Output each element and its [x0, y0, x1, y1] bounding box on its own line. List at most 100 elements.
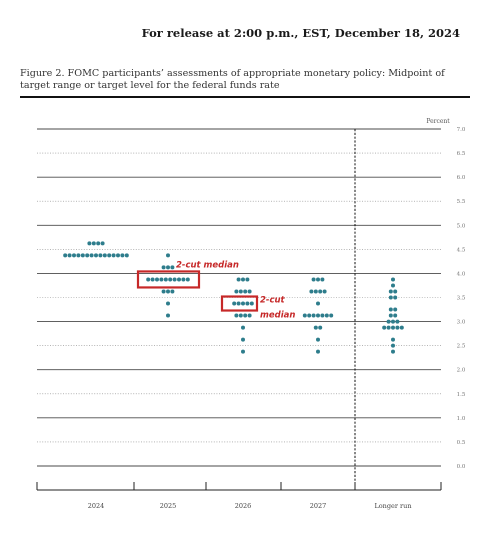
dot: [87, 241, 92, 246]
dot: [391, 319, 395, 324]
dot: [159, 277, 164, 282]
title-rule: [20, 96, 470, 98]
dot: [241, 325, 245, 330]
dot: [313, 289, 318, 294]
y-tick-label: 2.5: [457, 344, 466, 350]
y-tick-label: 1.0: [457, 416, 466, 422]
dot: [243, 289, 248, 294]
dot: [170, 265, 175, 270]
dot: [241, 349, 245, 354]
dot: [322, 289, 327, 294]
dot: [313, 325, 318, 330]
dot: [318, 325, 323, 330]
dot: [393, 289, 398, 294]
y-tick-label: 4.0: [457, 271, 466, 277]
dot: [170, 289, 175, 294]
dot: [168, 277, 173, 282]
dot: [399, 325, 404, 330]
dot: [63, 253, 68, 258]
dot: [94, 253, 98, 258]
dot: [100, 241, 105, 246]
dot: [320, 277, 325, 282]
dot: [393, 313, 398, 318]
dot: [91, 241, 96, 246]
dot: [391, 337, 395, 342]
annotation-label: 2-cut: [260, 296, 286, 306]
dot: [388, 307, 393, 312]
dot: [120, 253, 125, 258]
dot: [311, 277, 316, 282]
dot: [161, 289, 166, 294]
dot: [67, 253, 72, 258]
dot: [316, 337, 320, 342]
y-tick-label: 1.5: [457, 392, 466, 398]
x-tick-label: 2024: [88, 502, 105, 510]
dot: [89, 253, 94, 258]
y-tick-label: 4.5: [457, 247, 466, 253]
dot: [234, 313, 239, 318]
dot: [155, 277, 159, 282]
dot: [85, 253, 90, 258]
dot: [238, 289, 243, 294]
dot: [318, 289, 323, 294]
annotation-label: 2-cut median: [176, 260, 239, 270]
dot: [329, 313, 334, 318]
dot: [166, 289, 170, 294]
dot: [102, 253, 107, 258]
dot: [181, 277, 186, 282]
y-tick-label: 3.0: [457, 320, 466, 326]
dot: [234, 289, 239, 294]
dot: [391, 277, 395, 282]
dot: [393, 307, 398, 312]
dot: [96, 241, 101, 246]
dot: [247, 313, 252, 318]
dot: [324, 313, 329, 318]
dot: [236, 277, 241, 282]
dot: [388, 289, 393, 294]
dot: [107, 253, 112, 258]
y-tick-label: 5.0: [457, 223, 466, 229]
dot: [166, 253, 170, 258]
dot: [302, 313, 307, 318]
dot: [391, 283, 395, 288]
dot: [76, 253, 81, 258]
dot: [245, 301, 250, 306]
annotation-label: median: [260, 311, 295, 321]
y-tick-label: 3.5: [457, 296, 466, 302]
dot: [393, 295, 398, 300]
dot: [166, 313, 170, 318]
dot: [185, 277, 190, 282]
y-tick-label: 0.0: [457, 464, 466, 470]
dot: [243, 313, 248, 318]
dot: [172, 277, 177, 282]
dot: [241, 301, 245, 306]
dot: [236, 301, 241, 306]
figure-title: Figure 2. FOMC participants’ assessments…: [20, 68, 445, 91]
dot: [124, 253, 129, 258]
dot: [166, 301, 170, 306]
dot: [391, 325, 395, 330]
dot: [146, 277, 151, 282]
release-line: For release at 2:00 p.m., EST, December …: [141, 26, 460, 40]
dot: [309, 289, 314, 294]
y-tick-label: 5.5: [457, 199, 466, 205]
x-tick-label: 2026: [235, 502, 252, 510]
median-highlight-box: [136, 270, 201, 289]
y-tick-label: 6.5: [457, 151, 466, 157]
dot: [311, 313, 316, 318]
dot: [307, 313, 312, 318]
y-unit-label: Percent: [426, 118, 450, 125]
dot: [316, 277, 320, 282]
dot: [161, 265, 166, 270]
dot: [247, 289, 252, 294]
dot: [316, 301, 320, 306]
dot: [241, 277, 245, 282]
x-tick-label: Longer run: [374, 502, 411, 510]
x-tick-label: 2025: [160, 502, 177, 510]
dot: [316, 349, 320, 354]
dot: [249, 301, 254, 306]
dot: [98, 253, 103, 258]
dot: [391, 343, 395, 348]
dot: [391, 349, 395, 354]
